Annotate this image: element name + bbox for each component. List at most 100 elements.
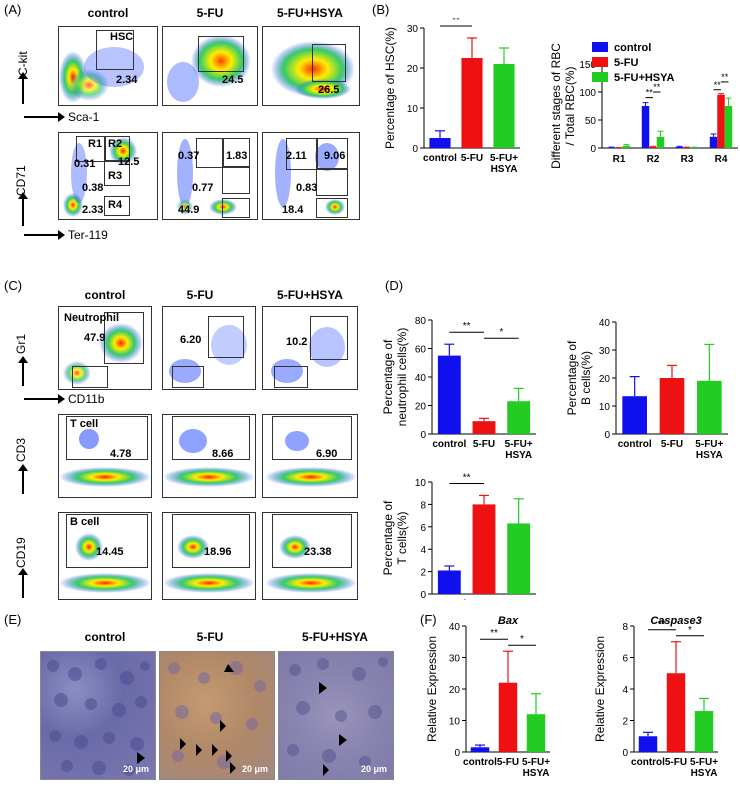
y-tick-label: 4: [622, 685, 628, 696]
bar: [675, 146, 684, 148]
y-tick-label: 30: [599, 346, 611, 357]
axis-label-cd3: CD3: [14, 437, 28, 462]
x-tick-label: 5-FU+: [522, 757, 550, 768]
x-tick-label: HSYA: [505, 450, 532, 461]
y-tick-label: 10: [407, 104, 419, 115]
sig-label: *: [499, 327, 503, 338]
legend-label: control: [614, 42, 651, 54]
value-bcell-5fu: 18.96: [204, 546, 232, 558]
x-tick-label: R2: [647, 154, 660, 165]
gate-hsc-control: [96, 30, 134, 70]
arrowhead-x-a1: [58, 112, 65, 122]
gate-r2-5fuhsya: [316, 138, 348, 170]
ihc-image-5fuhsya: 20 μm: [278, 651, 394, 780]
value-r4-5fu: 44.9: [178, 204, 200, 216]
x-tick-label: HSYA: [691, 768, 718, 779]
sig-label: **: [463, 472, 471, 483]
gate-r2b-5fu: [222, 138, 250, 168]
y-tick-label: 20: [449, 685, 461, 696]
arrow-y-a1: [22, 76, 24, 104]
facs-hsc-control: [58, 26, 158, 106]
gate-label-tcell: T cell: [70, 418, 99, 430]
y-tick-label: 2: [622, 717, 628, 728]
y-tick-label: 20: [415, 402, 427, 413]
y-tick-label: 6: [622, 654, 628, 665]
value-r3-control: 0.38: [82, 182, 104, 194]
y-tick-label: 150: [579, 60, 596, 71]
y-tick-label: 30: [407, 24, 419, 35]
bar: [429, 138, 451, 148]
scalebar-5fuhsya: 20 μm: [361, 764, 388, 774]
gate-neut-control: [104, 312, 144, 364]
sig-label: **: [658, 619, 666, 630]
y-tick-label: 0: [604, 430, 610, 441]
sig-label: **: [463, 321, 471, 332]
facs-bcell-5fu: [162, 512, 256, 600]
gate-hsc-5fuhsya: [312, 44, 346, 82]
value-r1-control: 0.31: [74, 158, 96, 170]
y-axis-label: Relative Expression: [425, 636, 439, 742]
ihc-image-5fu: 20 μm: [159, 651, 275, 780]
gate-r4-5fuhsya: [316, 198, 348, 218]
y-axis-label: B cells(%): [579, 351, 593, 405]
sig-label: **: [646, 88, 654, 98]
bar: [666, 673, 686, 752]
y-axis-label: T cells(%): [395, 511, 409, 564]
bar: [470, 747, 490, 752]
value-hsc-5fuhsya: 26.5: [318, 84, 340, 96]
value-hsc-control: 2.34: [116, 74, 138, 86]
x-tick-label: 5-FU+: [690, 757, 718, 768]
x-tick-label: 5-FU: [661, 439, 683, 450]
panel-label-a: (A): [4, 2, 22, 17]
gate-r2-control: [104, 136, 130, 162]
x-tick-label: control: [432, 599, 466, 600]
y-tick-label: 80: [415, 316, 427, 327]
y-tick-label: 0: [590, 144, 596, 155]
x-tick-label: R4: [715, 154, 728, 165]
gate-r2-5fu: [196, 138, 224, 168]
chart-title: Bax: [498, 615, 519, 627]
gate-label-hsc: HSC: [110, 31, 134, 43]
gate-neut-5fu: [208, 316, 244, 358]
col-title-5fu-e: 5-FU: [196, 630, 224, 644]
gate-tcell-5fu: [172, 416, 250, 460]
facs-rbc-5fuhsya: [262, 132, 360, 220]
x-tick-label: 5-FU+: [505, 599, 533, 600]
bar: [724, 106, 733, 148]
arrow-x-a2: [24, 234, 58, 236]
arrowhead-x-a2: [58, 230, 65, 240]
bar: [690, 147, 699, 148]
value-r4-control: 2.33: [82, 204, 104, 216]
y-axis-label: / Total RBC(%): [563, 66, 577, 145]
value-neut-5fu: 6.20: [180, 334, 202, 346]
bar: [622, 145, 631, 148]
value-r3-5fu: 0.77: [192, 182, 214, 194]
bar: [461, 58, 483, 148]
y-axis-label: Percentage of: [381, 339, 395, 414]
scalebar-5fu: 20 μm: [242, 764, 269, 774]
x-tick-label: 5-FU: [665, 757, 687, 768]
chart-title: Caspase3: [650, 615, 701, 627]
value-neut-control: 47.9: [84, 332, 106, 344]
bar: [697, 380, 722, 434]
y-tick-label: 40: [599, 318, 611, 329]
arrow-y-c1: [22, 360, 24, 386]
y-tick-label: 10: [415, 478, 427, 489]
axis-label-sca1: Sca-1: [68, 110, 100, 124]
y-tick-label: 8: [622, 622, 628, 633]
axis-label-cd11b: CD11b: [68, 392, 105, 406]
value-neut-5fuhsya: 10.2: [286, 336, 308, 348]
x-tick-label: HSYA: [491, 164, 518, 175]
region-label-r2: R2: [108, 138, 123, 150]
col-title-5fu-a: 5-FU: [196, 6, 224, 20]
gate-label-bcell: B cell: [70, 516, 100, 528]
y-axis-label: Percentage of HSC(%): [383, 27, 397, 149]
gate-bcell-5fuhsya: [272, 514, 352, 568]
sig-label: **: [653, 82, 661, 92]
x-tick-label: 5-FU+: [490, 153, 518, 164]
value-r2-5fuhsya: 9.06: [324, 150, 346, 162]
